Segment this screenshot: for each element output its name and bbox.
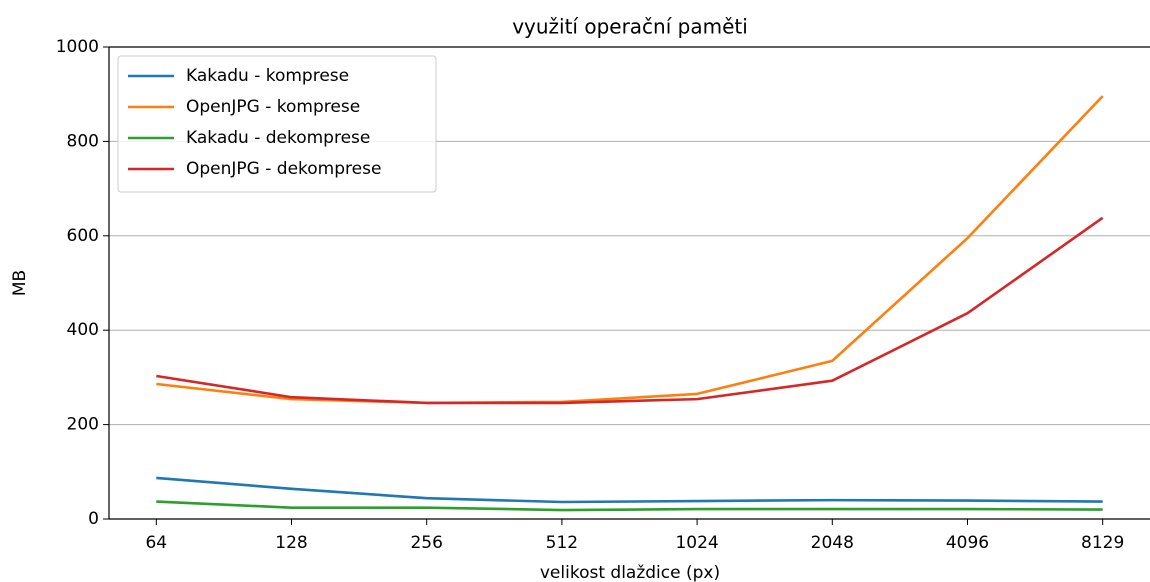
y-tick-label: 1000	[56, 37, 99, 57]
legend-label: Kakadu - dekomprese	[186, 128, 370, 148]
y-tick-label: 600	[67, 226, 99, 246]
x-tick-label: 64	[145, 533, 167, 553]
x-tick-label: 128	[275, 533, 307, 553]
y-tick-label: 800	[67, 131, 99, 151]
x-axis-label: velikost dlaždice (px)	[540, 563, 720, 582]
legend-label: Kakadu - komprese	[186, 66, 349, 86]
series-line	[156, 95, 1104, 405]
series-line	[156, 476, 1103, 504]
series-line	[156, 216, 1104, 405]
series-line	[156, 500, 1103, 512]
chart-title: využití operační paměti	[512, 15, 748, 39]
legend-label: OpenJPG - komprese	[186, 97, 360, 117]
x-tick-label: 256	[410, 533, 442, 553]
y-axis-label: MB	[10, 270, 30, 296]
x-tick-label: 1024	[675, 533, 718, 553]
x-tick-label: 4096	[946, 533, 989, 553]
x-tick-label: 2048	[811, 533, 854, 553]
legend-label: OpenJPG - dekomprese	[186, 159, 381, 179]
y-tick-label: 400	[67, 320, 99, 340]
legend-box	[117, 55, 437, 193]
y-tick-label: 0	[88, 509, 99, 529]
y-tick-label: 200	[67, 415, 99, 435]
x-tick-label: 512	[546, 533, 578, 553]
x-tick-label: 8129	[1081, 533, 1124, 553]
